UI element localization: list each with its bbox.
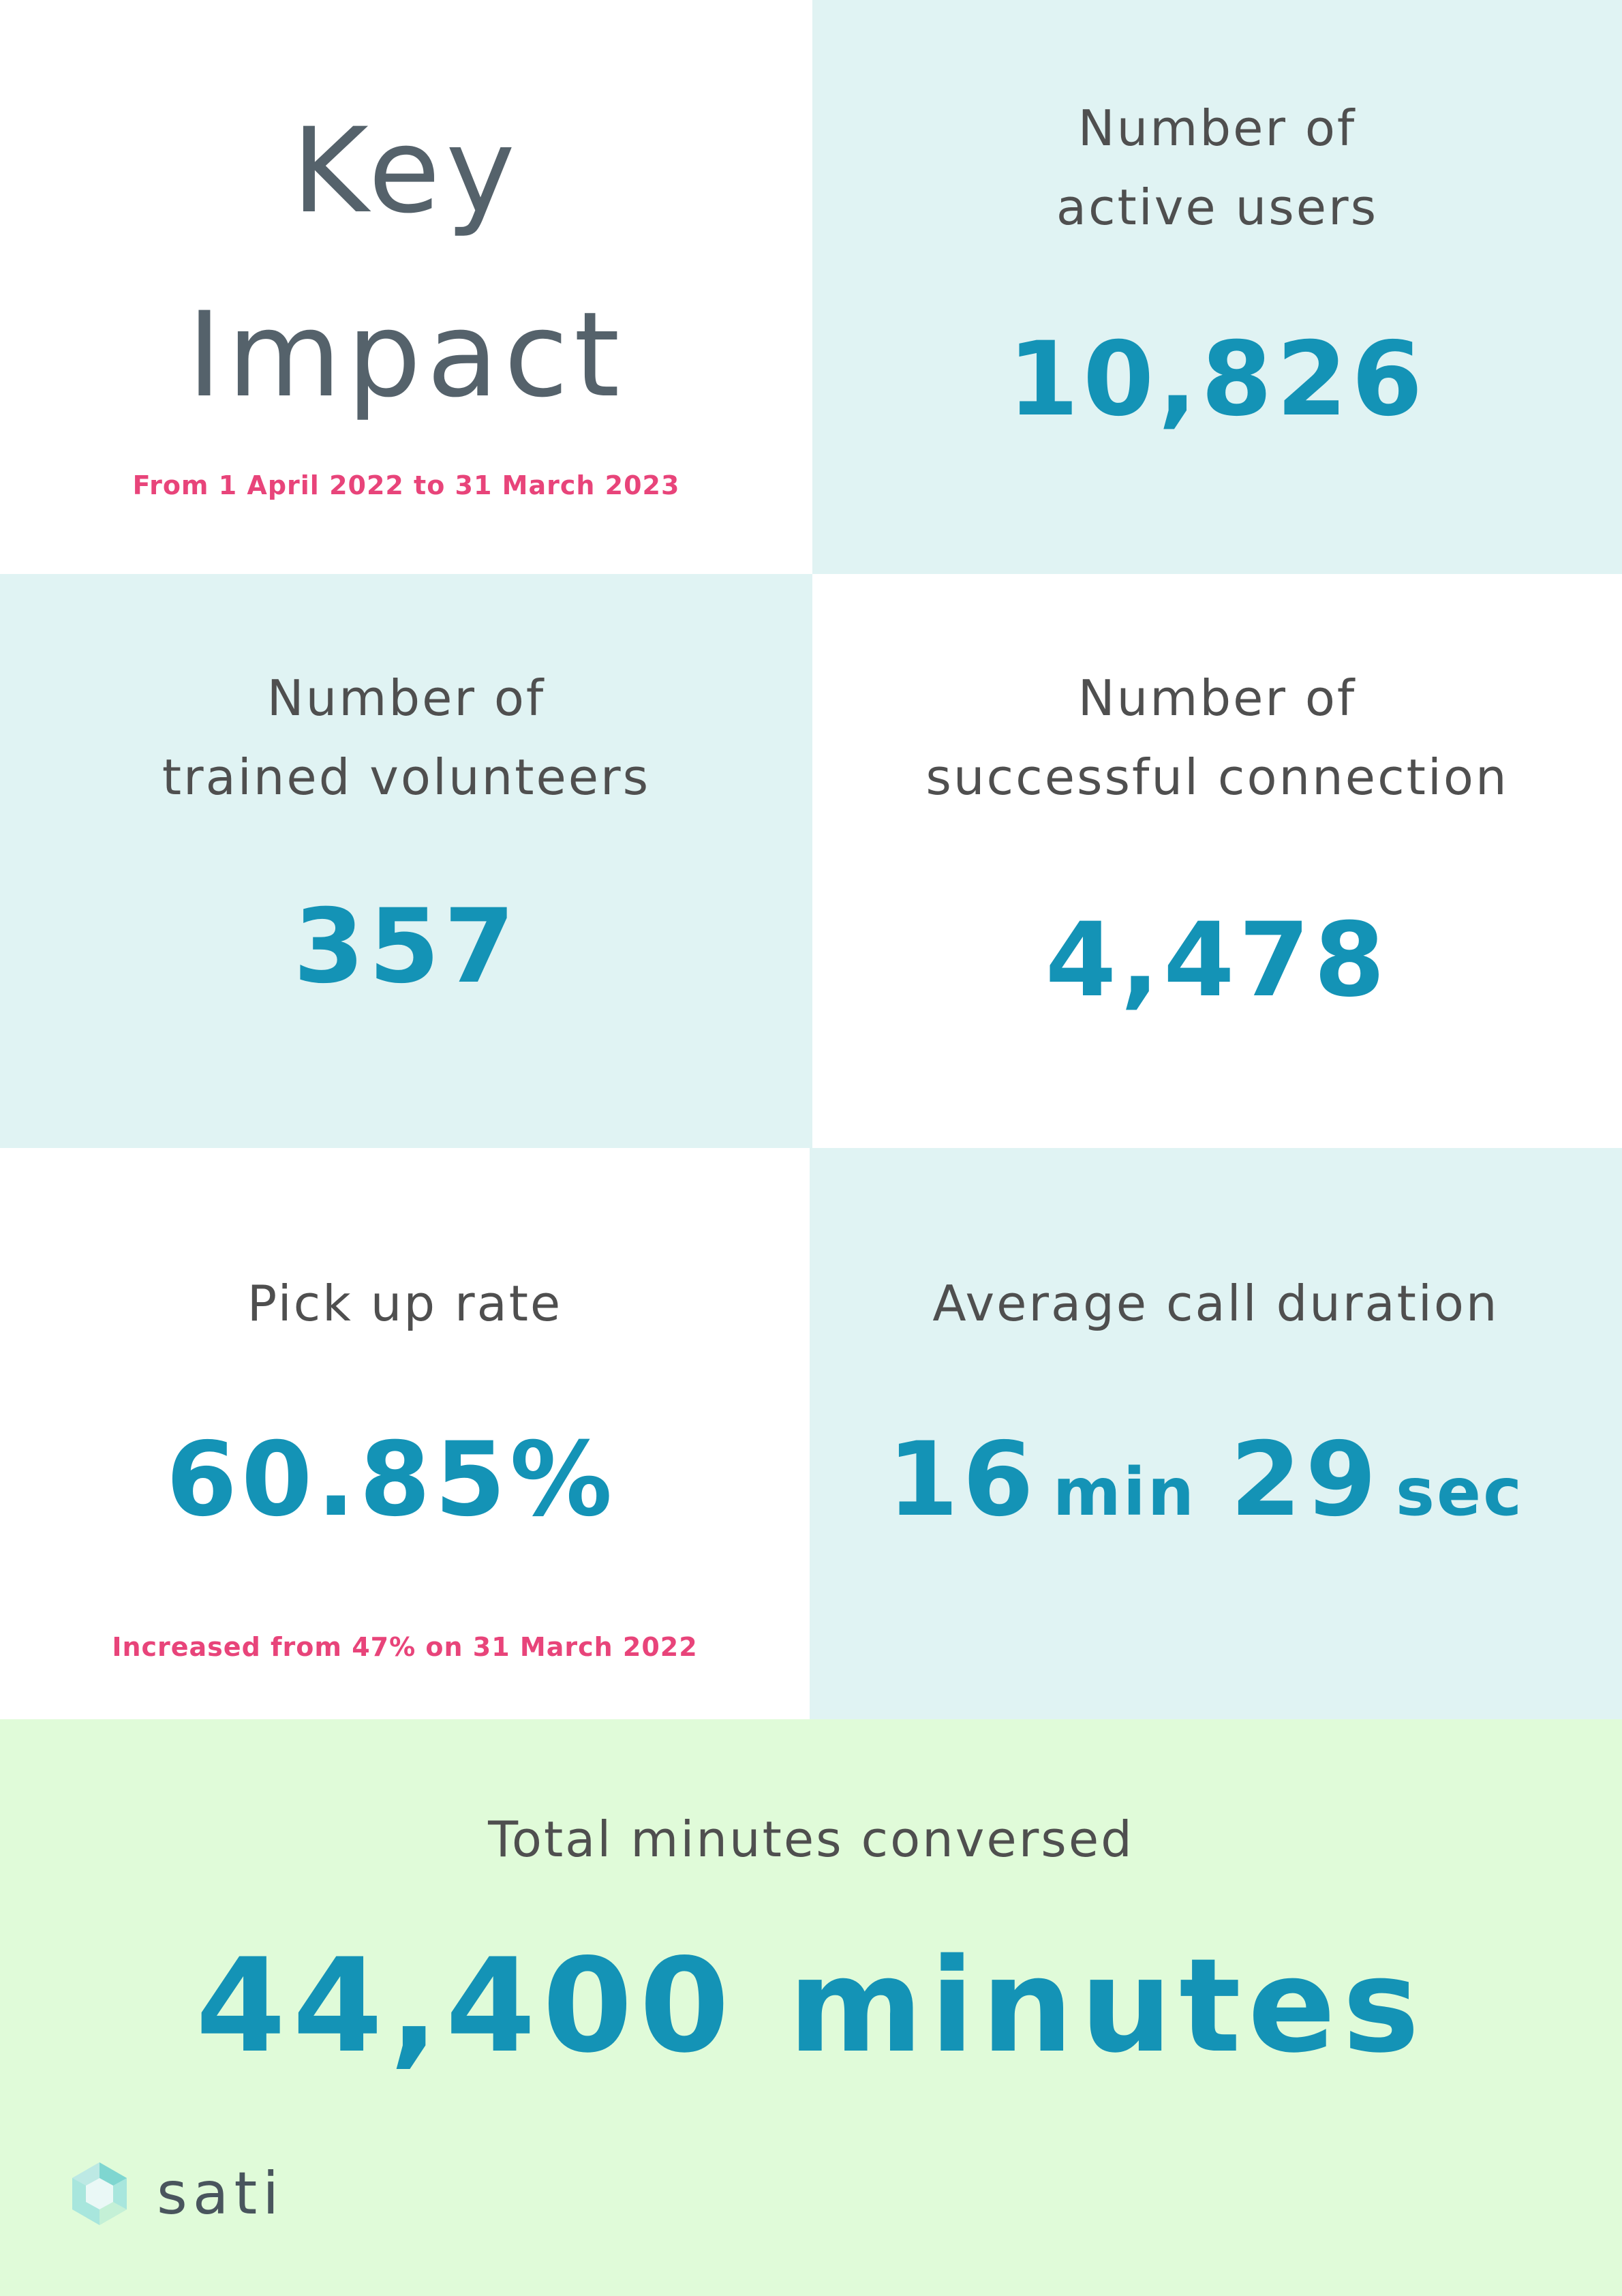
successful-connection-value: 4,478 bbox=[1045, 901, 1390, 1020]
successful-connection-label-line2: successful connection bbox=[925, 749, 1509, 806]
sati-logo: sati bbox=[65, 2160, 284, 2228]
average-call-duration-label: Average call duration bbox=[932, 1275, 1499, 1332]
total-minutes-label: Total minutes conversed bbox=[488, 1811, 1134, 1868]
sati-logo-icon bbox=[72, 2162, 127, 2225]
active-users-panel: Number of active users 10,826 bbox=[812, 0, 1622, 574]
trained-volunteers-label-line1: Number of bbox=[266, 669, 546, 727]
active-users-label-line2: active users bbox=[1056, 179, 1379, 236]
brand-name: sati bbox=[157, 2160, 285, 2228]
pick-up-rate-panel: Pick up rate 60.85% Increased from 47% o… bbox=[0, 1148, 810, 1719]
trained-volunteers-panel: Number of trained volunteers 357 bbox=[0, 574, 812, 1148]
trained-volunteers-label-line2: trained volunteers bbox=[162, 749, 651, 806]
successful-connection-panel: Number of successful connection 4,478 bbox=[812, 574, 1622, 1148]
page-title-line2: Impact bbox=[187, 286, 626, 423]
active-users-label-line1: Number of bbox=[1077, 100, 1357, 157]
successful-connection-label-line1: Number of bbox=[1077, 669, 1357, 727]
average-call-duration-panel: Average call duration 16 min 29 sec bbox=[810, 1148, 1622, 1719]
call-duration-seconds-unit: sec bbox=[1395, 1454, 1524, 1530]
page-title-line1: Key bbox=[292, 102, 521, 239]
pick-up-rate-note: Increased from 47% on 31 March 2022 bbox=[112, 1632, 698, 1662]
title-panel: Key Impact From 1 April 2022 to 31 March… bbox=[0, 0, 812, 574]
call-duration-seconds: 29 bbox=[1230, 1421, 1381, 1539]
total-minutes-value: 44,400 minutes bbox=[196, 1931, 1426, 2081]
pick-up-rate-value: 60.85% bbox=[166, 1421, 617, 1539]
active-users-value: 10,826 bbox=[1007, 320, 1427, 439]
call-duration-minutes-unit: min bbox=[1052, 1454, 1197, 1530]
trained-volunteers-value: 357 bbox=[293, 888, 519, 1006]
average-call-duration-value: 16 min 29 sec bbox=[789, 1421, 1622, 1539]
total-minutes-panel: Total minutes conversed 44,400 minutes bbox=[0, 1719, 1622, 2296]
call-duration-minutes: 16 bbox=[887, 1421, 1038, 1539]
pick-up-rate-label: Pick up rate bbox=[247, 1275, 563, 1332]
reporting-period: From 1 April 2022 to 31 March 2023 bbox=[132, 470, 680, 500]
